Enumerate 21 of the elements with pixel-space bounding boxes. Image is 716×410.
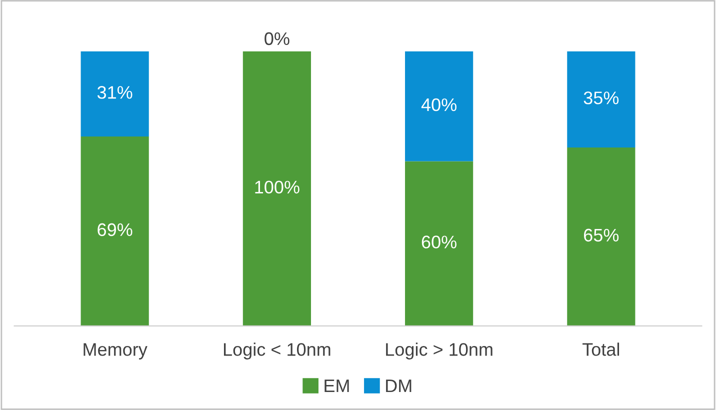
data-label: 35% xyxy=(584,92,619,104)
x-tick-label: Total xyxy=(582,342,620,356)
x-tick-label: Logic < 10nm xyxy=(224,342,330,360)
legend-label: DM xyxy=(386,380,412,392)
data-label: 40% xyxy=(421,98,456,112)
data-label: 0% xyxy=(264,32,290,46)
data-label: 69% xyxy=(98,223,132,236)
bar xyxy=(405,51,474,162)
x-tick-label: Logic > 10nm xyxy=(386,342,492,360)
bar xyxy=(242,51,311,326)
bar xyxy=(567,51,636,148)
legend-label: EM xyxy=(324,380,349,392)
data-label: 60% xyxy=(422,236,456,248)
bar xyxy=(80,51,149,137)
bar xyxy=(80,136,149,326)
data-label: 65% xyxy=(584,228,619,242)
x-tick-label: Memory xyxy=(84,343,148,360)
bar xyxy=(567,147,636,326)
bar xyxy=(405,161,474,326)
data-label: 100% xyxy=(255,180,300,194)
data-label: 31% xyxy=(97,86,132,99)
